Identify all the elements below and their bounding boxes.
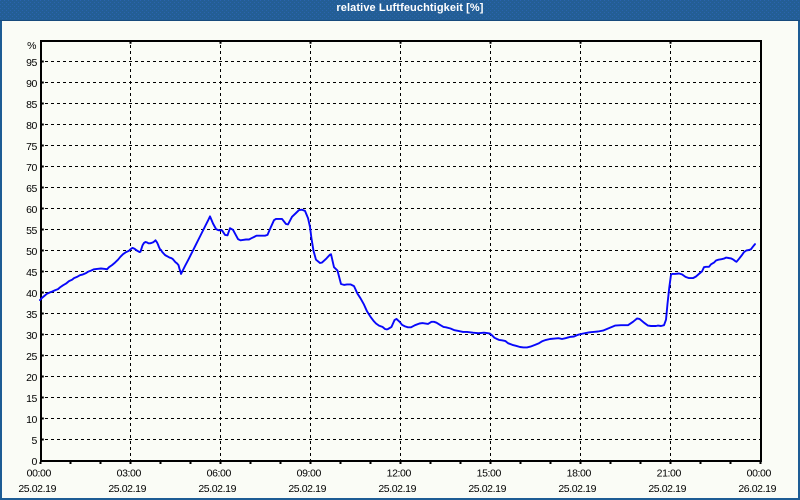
svg-text:40: 40 xyxy=(26,288,37,300)
svg-text:90: 90 xyxy=(26,78,37,90)
svg-text:25.02.19: 25.02.19 xyxy=(198,483,236,495)
svg-text:75: 75 xyxy=(26,141,37,153)
svg-text:06:00: 06:00 xyxy=(207,467,232,479)
svg-text:25: 25 xyxy=(26,351,37,363)
svg-text:50: 50 xyxy=(26,246,37,258)
svg-text:25.02.19: 25.02.19 xyxy=(108,483,146,495)
svg-text:60: 60 xyxy=(26,204,37,216)
svg-text:45: 45 xyxy=(26,267,37,279)
svg-text:80: 80 xyxy=(26,120,37,132)
svg-text:55: 55 xyxy=(26,225,37,237)
svg-text:15:00: 15:00 xyxy=(477,467,502,479)
svg-text:25.02.19: 25.02.19 xyxy=(558,483,596,495)
svg-text:70: 70 xyxy=(26,162,37,174)
svg-text:25.02.19: 25.02.19 xyxy=(378,483,416,495)
svg-text:25.02.19: 25.02.19 xyxy=(288,483,326,495)
svg-text:65: 65 xyxy=(26,183,37,195)
svg-text:%: % xyxy=(27,40,36,52)
svg-text:25.02.19: 25.02.19 xyxy=(648,483,686,495)
svg-text:35: 35 xyxy=(26,309,37,321)
svg-text:25.02.19: 25.02.19 xyxy=(468,483,506,495)
svg-text:5: 5 xyxy=(32,435,38,447)
svg-text:20: 20 xyxy=(26,372,37,384)
svg-text:00:00: 00:00 xyxy=(747,467,772,479)
svg-text:85: 85 xyxy=(26,99,37,111)
svg-text:09:00: 09:00 xyxy=(297,467,322,479)
svg-text:10: 10 xyxy=(26,414,37,426)
svg-text:00:00: 00:00 xyxy=(27,467,52,479)
svg-text:15: 15 xyxy=(26,393,37,405)
svg-text:0: 0 xyxy=(32,456,38,468)
svg-text:12:00: 12:00 xyxy=(387,467,412,479)
svg-text:03:00: 03:00 xyxy=(117,467,142,479)
svg-text:21:00: 21:00 xyxy=(657,467,682,479)
svg-text:26.02.19: 26.02.19 xyxy=(738,483,776,495)
svg-text:95: 95 xyxy=(26,57,37,69)
svg-text:30: 30 xyxy=(26,330,37,342)
svg-text:25.02.19: 25.02.19 xyxy=(18,483,56,495)
svg-text:18:00: 18:00 xyxy=(567,467,592,479)
